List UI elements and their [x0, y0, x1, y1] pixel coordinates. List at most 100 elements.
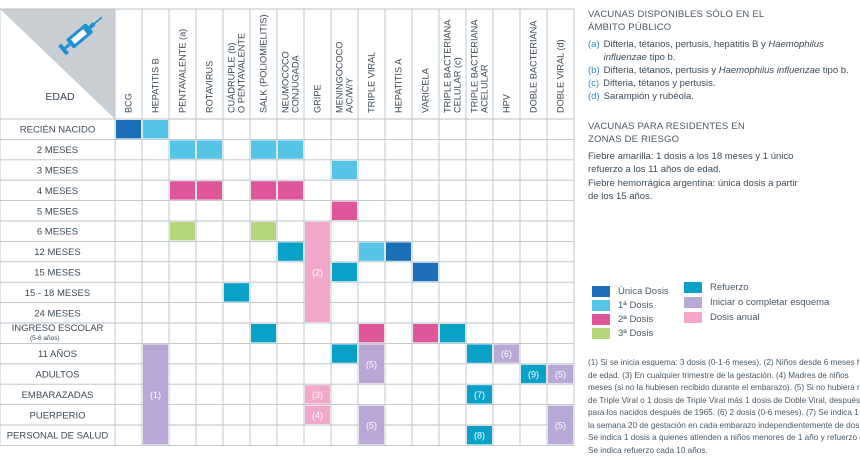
column-header-14: HPV: [502, 93, 512, 113]
column-header-6: NEUMOCOCOCONJUGADA: [281, 51, 301, 113]
schedule-spans: (2) (1) (5) (6) (9) (3) (4) (5) (5): [143, 222, 573, 445]
column-header-label: TRIPLE VIRAL: [367, 52, 377, 113]
span-note: (6): [501, 349, 512, 359]
span-anual: [305, 222, 330, 322]
column-header-label: DOBLE BACTERIANA: [529, 20, 539, 113]
column-header-7: GRIPE: [313, 84, 323, 113]
row-header-label: 6 MESES: [37, 227, 78, 238]
column-header-2: PENTAVALENTE (a): [178, 29, 188, 113]
cell-unica: [386, 242, 411, 261]
cell-refuerzo: [332, 344, 357, 363]
vaccination-schedule-table: EDAD BCG HEPATITIS B PENTAVALENTE (a) ROTAV…: [0, 8, 575, 446]
grid-lines: [0, 8, 575, 446]
public-item-text: Difteria, tétanos y pertusis.: [603, 78, 716, 89]
footnote-line: (1) Si se inicia esquema: 3 dosis (0-1-6…: [588, 358, 860, 367]
cell-iniciar: [548, 364, 573, 384]
span-iniciar: [494, 344, 519, 363]
legend-label: 2ª Dosis: [618, 314, 654, 325]
cell-dosis3: [170, 222, 195, 241]
column-header-label: HPV: [502, 93, 512, 113]
cell-refuerzo: [467, 426, 492, 445]
public-item: (d) Sarampión y rubéola.: [588, 90, 860, 103]
legend-item-dosis2: 2ª Dosis: [592, 314, 653, 325]
span-note: (5): [366, 359, 377, 369]
span-note: (3): [312, 390, 323, 400]
row-header-label: EMBARAZADAS: [22, 390, 94, 401]
column-header-label: PENTAVALENTE (a): [178, 29, 188, 113]
span-iniciar: [143, 344, 168, 445]
legend-swatch: [592, 300, 610, 311]
legend-swatch: [684, 282, 702, 293]
cell-dosis1: [332, 160, 357, 180]
column-header-label: SALK (POLIOMIELITIS): [259, 14, 269, 113]
row-header-label: 11 AÑOS: [38, 349, 77, 360]
legend-label: Única Dosis: [618, 286, 669, 297]
schedule-cells: (5) (7) (8): [116, 120, 573, 445]
column-header-8: MENINGOCOCOA/C/W/Y: [335, 42, 355, 113]
column-header-label: NEUMOCOCOCONJUGADA: [281, 51, 301, 113]
public-vaccines-list: (a) Difteria, tétanos, pertusis, hepatit…: [588, 38, 860, 103]
column-header-12: TRIPLE BACTERIANACELULAR (c): [443, 19, 463, 113]
column-header-10: HEPATITIS A: [394, 58, 404, 113]
column-header-11: VARICELA: [421, 67, 431, 113]
public-item: (b) Difteria, tétanos, pertusis y Haemop…: [588, 64, 860, 77]
row-header-label: 3 MESES: [37, 166, 78, 177]
legend-swatch: [592, 328, 610, 339]
public-vaccines-title: VACUNAS DISPONIBLES SÓLO EN EL ÁMBITO PÚ…: [588, 9, 765, 33]
footnote-line: de Triple Viral o 1 dosis de Triple Vira…: [588, 395, 860, 405]
span-refuerzo: [521, 364, 546, 384]
column-header-label: HEPATITIS B: [151, 58, 161, 113]
cell-dosis3: [251, 222, 276, 241]
cell-refuerzo: [332, 262, 357, 282]
cell-dosis1: [359, 242, 384, 261]
cell-note: (7): [474, 390, 485, 400]
cell-refuerzo: [278, 242, 303, 261]
column-header-label: BCG: [124, 93, 134, 113]
column-header-label: MENINGOCOCOA/C/W/Y: [335, 42, 355, 113]
legend-label: Dosis anual: [710, 312, 760, 323]
column-header-13: TRIPLE BACTERIANAACELULAR: [470, 19, 490, 113]
public-item-key: (d): [588, 91, 600, 102]
yellow-fever-text: Fiebre amarilla: 1 dosis a los 18 meses …: [588, 151, 794, 175]
syringe-icon: [58, 16, 103, 56]
legend-item-iniciar: Iniciar o completar esquema: [684, 297, 829, 308]
footnote-line: Se indica 1 dosis a quienes atienden a n…: [588, 433, 860, 442]
public-item: (c) Difteria, tétanos y pertusis.: [588, 77, 860, 90]
column-header-label: TRIPLE BACTERIANACELULAR (c): [443, 19, 463, 113]
public-item-key: (a): [588, 39, 600, 50]
cell-dosis2: [332, 201, 357, 220]
row-header-label: 15 MESES: [34, 268, 80, 279]
cell-dosis2: [251, 181, 276, 200]
legend-item-dosis1: 1ª Dosis: [592, 300, 653, 311]
legend-swatch: [684, 312, 702, 323]
legend-swatch: [592, 314, 610, 325]
span-iniciar: [359, 405, 384, 445]
footnote-line: la semana 20 de gestación en cada embara…: [588, 420, 860, 430]
row-header-label: INGRESO ESCOLAR: [12, 323, 104, 334]
cell-dosis1: [143, 120, 168, 139]
row-header-label: 15 - 18 MESES: [25, 288, 90, 299]
cell-dosis2: [359, 324, 384, 343]
cell-refuerzo: [224, 283, 249, 302]
public-item-key: (c): [588, 78, 600, 89]
column-header-label: ROTAVIRUS: [205, 61, 215, 113]
legend-item-refuerzo: Refuerzo: [684, 282, 749, 293]
column-header-16: DOBLE VIRAL (d): [556, 39, 566, 113]
span-iniciar: [548, 405, 573, 445]
cell-unica: [116, 120, 141, 139]
cell-dosis2: [413, 324, 438, 343]
column-header-15: DOBLE BACTERIANA: [529, 20, 539, 113]
footnote-line: Se indica refuerzo cada 10 años.: [588, 445, 708, 455]
cell-dosis2: [197, 181, 222, 200]
footnote-line: meses (si no la hubiesen recibido durant…: [588, 383, 860, 392]
row-header-label: 5 MESES: [37, 206, 78, 217]
legend-item-dosis3: 3ª Dosis: [592, 328, 653, 339]
risk-zones-title: VACUNAS PARA RESIDENTES EN ZONAS DE RIES…: [588, 121, 745, 145]
cell-dosis2: [278, 181, 303, 200]
column-header-3: ROTAVIRUS: [205, 61, 215, 113]
cell-dosis1: [170, 140, 195, 159]
column-header-1: HEPATITIS B: [151, 58, 161, 113]
row-header-label: 24 MESES: [34, 308, 80, 319]
span-anual: [305, 405, 330, 424]
cell-refuerzo: [251, 324, 276, 343]
